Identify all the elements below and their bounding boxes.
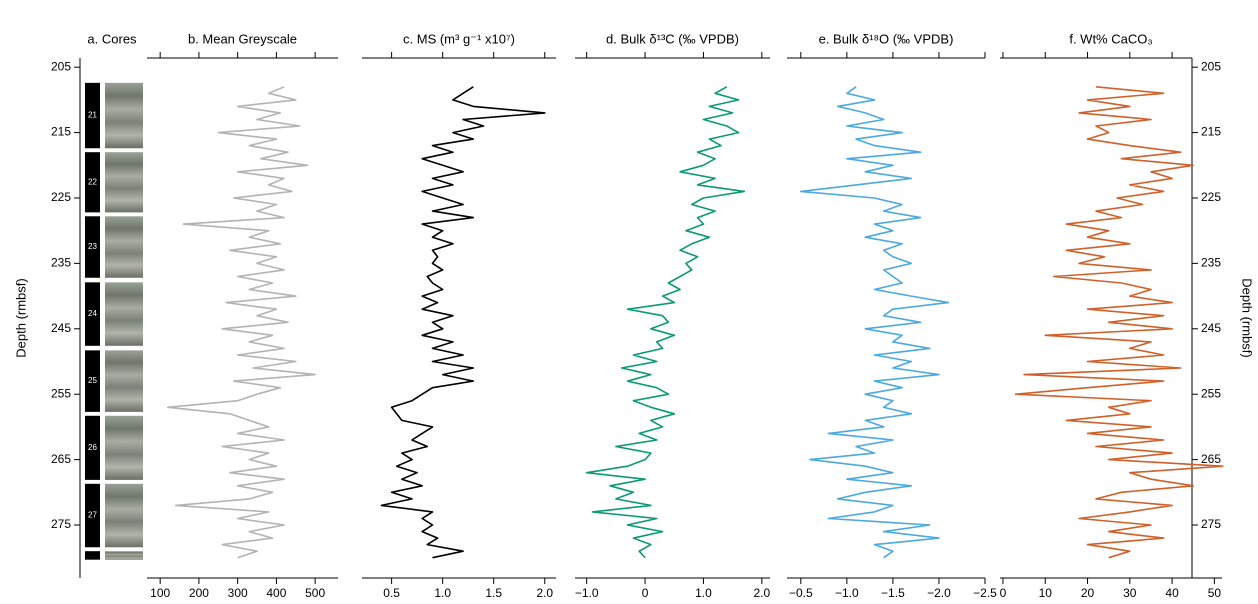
data-line [380, 86, 546, 559]
x-tick-label: −1.0 [575, 586, 599, 600]
y-tick-label-right: 205 [1201, 59, 1221, 73]
core-bar [85, 415, 100, 480]
core-image [105, 216, 143, 278]
panel-title: f. Wt% CaCO₃ [1069, 31, 1152, 46]
core-label: 21 [88, 111, 97, 120]
panel-title: a. Cores [87, 31, 137, 46]
core-bar [85, 82, 100, 149]
panel-title: e. Bulk δ¹⁸O (‰ VPDB) [819, 31, 954, 46]
core-image [105, 551, 143, 560]
y-tick-label: 265 [51, 452, 71, 466]
x-tick-label: 500 [305, 586, 325, 600]
core-label: 22 [88, 177, 97, 186]
core-bar [85, 152, 100, 213]
y-tick-label-right: 265 [1201, 452, 1221, 466]
core-label: 23 [88, 242, 97, 251]
x-tick-label: −2.5 [973, 586, 997, 600]
y-tick-label-right: 215 [1201, 125, 1221, 139]
core-image [105, 82, 143, 149]
core-image [105, 152, 143, 213]
y-tick-label-right: 235 [1201, 256, 1221, 270]
x-tick-label: −1.5 [881, 586, 905, 600]
y-tick-label-right: 255 [1201, 386, 1221, 400]
x-tick-label: 300 [228, 586, 248, 600]
x-tick-label: 20 [1081, 586, 1095, 600]
x-tick-label: 1.0 [434, 586, 451, 600]
x-tick-label: 0.5 [383, 586, 400, 600]
x-tick-label: −1.0 [835, 586, 859, 600]
y-tick-label: 275 [51, 517, 71, 531]
y-tick-label-right: 225 [1201, 190, 1221, 204]
x-tick-label: 200 [189, 586, 209, 600]
y-axis-title: Depth (rmbsf) [13, 278, 28, 357]
core-label: 24 [88, 309, 97, 318]
y-axis-title-right: Depth (rmbsf) [1240, 278, 1255, 357]
x-tick-label: 2.0 [536, 586, 553, 600]
x-tick-label: 0 [642, 586, 649, 600]
x-tick-label: 1.5 [485, 586, 502, 600]
y-tick-label: 205 [51, 59, 71, 73]
x-tick-label: −2.0 [927, 586, 951, 600]
core-image [105, 282, 143, 346]
core-bar [85, 483, 100, 548]
core-label: 27 [88, 511, 97, 520]
core-label: 25 [88, 376, 97, 385]
core-label: 26 [88, 443, 97, 452]
x-tick-label: 30 [1123, 586, 1137, 600]
y-tick-label: 215 [51, 125, 71, 139]
core-bar [85, 350, 100, 412]
data-line [585, 86, 746, 559]
x-tick-label: 40 [1165, 586, 1179, 600]
y-tick-label-right: 275 [1201, 517, 1221, 531]
x-tick-label: 2.0 [753, 586, 770, 600]
core-bar [85, 216, 100, 278]
x-tick-label: 100 [150, 586, 170, 600]
core-bar [85, 551, 100, 560]
core-image [105, 415, 143, 480]
y-tick-label: 225 [51, 190, 71, 204]
panel-title: d. Bulk δ¹³C (‰ VPDB) [606, 31, 739, 46]
data-line [800, 86, 949, 559]
x-tick-label: 0 [1000, 586, 1007, 600]
y-tick-label: 235 [51, 256, 71, 270]
x-tick-label: 10 [1039, 586, 1053, 600]
x-tick-label: 50 [1208, 586, 1222, 600]
y-tick-label: 255 [51, 386, 71, 400]
data-line [167, 86, 316, 559]
panel-title: c. MS (m³ g⁻¹ x10⁷) [403, 31, 515, 46]
x-tick-label: 400 [266, 586, 286, 600]
x-tick-label: 1.0 [695, 586, 712, 600]
data-line [1014, 86, 1224, 559]
panel-title: b. Mean Greyscale [188, 31, 297, 46]
y-tick-label-right: 245 [1201, 321, 1221, 335]
y-tick-label: 245 [51, 321, 71, 335]
core-image [105, 350, 143, 412]
core-bar [85, 282, 100, 346]
x-tick-label: −0.5 [789, 586, 813, 600]
core-image [105, 483, 143, 548]
